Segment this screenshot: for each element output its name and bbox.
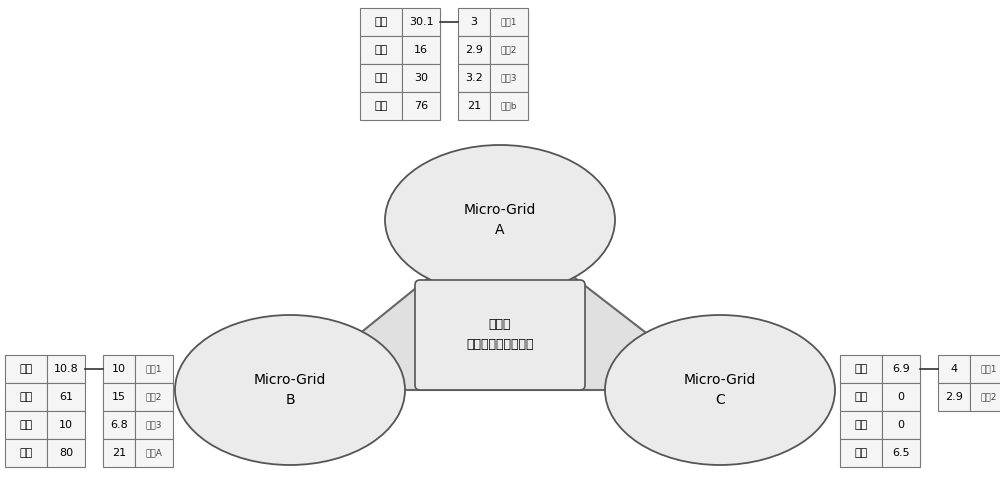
Text: 4: 4 [950, 364, 958, 374]
Bar [402, 8, 440, 36]
Bar [882, 383, 920, 411]
Ellipse shape [385, 145, 615, 295]
Text: 30: 30 [414, 73, 428, 83]
Text: 风电: 风电 [854, 364, 868, 374]
Text: 风机1: 风机1 [146, 365, 162, 374]
Text: 80: 80 [59, 448, 73, 458]
Bar [103, 439, 135, 467]
Bar [840, 383, 882, 411]
Bar [103, 411, 135, 439]
Text: 光伏: 光伏 [854, 392, 868, 402]
Text: 风机2: 风机2 [501, 46, 517, 55]
Bar [970, 383, 1000, 411]
Bar [882, 355, 920, 383]
Text: 0: 0 [898, 392, 904, 402]
Text: 6.9: 6.9 [892, 364, 910, 374]
Bar [47, 355, 85, 383]
Bar [490, 8, 528, 36]
Text: 负荷: 负荷 [374, 101, 388, 111]
Text: 61: 61 [59, 392, 73, 402]
Text: 储能: 储能 [854, 420, 868, 430]
Bar [47, 439, 85, 467]
Text: Micro-Grid
A: Micro-Grid A [464, 203, 536, 237]
Text: 10.8: 10.8 [54, 364, 78, 374]
Text: 风电: 风电 [374, 17, 388, 27]
Text: 风机3: 风机3 [501, 74, 517, 83]
Bar [458, 64, 490, 92]
Bar [458, 92, 490, 120]
Bar [938, 355, 970, 383]
Text: 10: 10 [59, 420, 73, 430]
Bar [882, 439, 920, 467]
Text: 风电: 风电 [19, 364, 33, 374]
Text: 风机2: 风机2 [981, 392, 997, 401]
Bar [970, 355, 1000, 383]
Bar [135, 355, 173, 383]
Bar [47, 411, 85, 439]
Text: Micro-Grid
B: Micro-Grid B [254, 373, 326, 407]
Text: 6.8: 6.8 [110, 420, 128, 430]
Bar [882, 411, 920, 439]
Bar [5, 411, 47, 439]
Text: 6.5: 6.5 [892, 448, 910, 458]
Text: 21: 21 [467, 101, 481, 111]
Bar [360, 92, 402, 120]
Bar [5, 439, 47, 467]
Text: 15: 15 [112, 392, 126, 402]
Text: 微电网
能量管理与控制系统: 微电网 能量管理与控制系统 [466, 319, 534, 352]
Text: 30.1: 30.1 [409, 17, 433, 27]
Bar [458, 8, 490, 36]
Text: 负荷: 负荷 [19, 448, 33, 458]
Bar [360, 64, 402, 92]
Bar [490, 36, 528, 64]
Text: 风机1: 风机1 [981, 365, 997, 374]
Bar [360, 36, 402, 64]
Text: 负荷: 负荷 [854, 448, 868, 458]
Text: 风机2: 风机2 [146, 392, 162, 401]
Bar [458, 36, 490, 64]
Text: 3: 3 [471, 17, 478, 27]
Text: 储能: 储能 [19, 420, 33, 430]
Text: 10: 10 [112, 364, 126, 374]
Bar [402, 92, 440, 120]
Text: 76: 76 [414, 101, 428, 111]
Text: 3.2: 3.2 [465, 73, 483, 83]
FancyBboxPatch shape [415, 280, 585, 390]
Bar [5, 383, 47, 411]
Text: 2.9: 2.9 [945, 392, 963, 402]
Text: 16: 16 [414, 45, 428, 55]
Bar [840, 439, 882, 467]
Bar [103, 383, 135, 411]
Bar [938, 383, 970, 411]
Text: 风机1: 风机1 [501, 18, 517, 27]
Text: Micro-Grid
C: Micro-Grid C [684, 373, 756, 407]
Text: 光伏: 光伏 [19, 392, 33, 402]
Bar [402, 36, 440, 64]
Text: 光伏: 光伏 [374, 45, 388, 55]
Bar [135, 411, 173, 439]
Bar [490, 64, 528, 92]
Bar [135, 383, 173, 411]
Text: 风机3: 风机3 [146, 420, 162, 429]
Bar [47, 383, 85, 411]
Ellipse shape [175, 315, 405, 465]
Text: 微网A: 微网A [146, 448, 162, 457]
Bar [490, 92, 528, 120]
Text: 2.9: 2.9 [465, 45, 483, 55]
Bar [840, 355, 882, 383]
Bar [360, 8, 402, 36]
Polygon shape [290, 220, 720, 390]
Bar [840, 411, 882, 439]
Text: 微网b: 微网b [501, 102, 517, 111]
Ellipse shape [605, 315, 835, 465]
Text: 0: 0 [898, 420, 904, 430]
Bar [5, 355, 47, 383]
Text: 储能: 储能 [374, 73, 388, 83]
Text: 21: 21 [112, 448, 126, 458]
Bar [402, 64, 440, 92]
Bar [103, 355, 135, 383]
Bar [135, 439, 173, 467]
